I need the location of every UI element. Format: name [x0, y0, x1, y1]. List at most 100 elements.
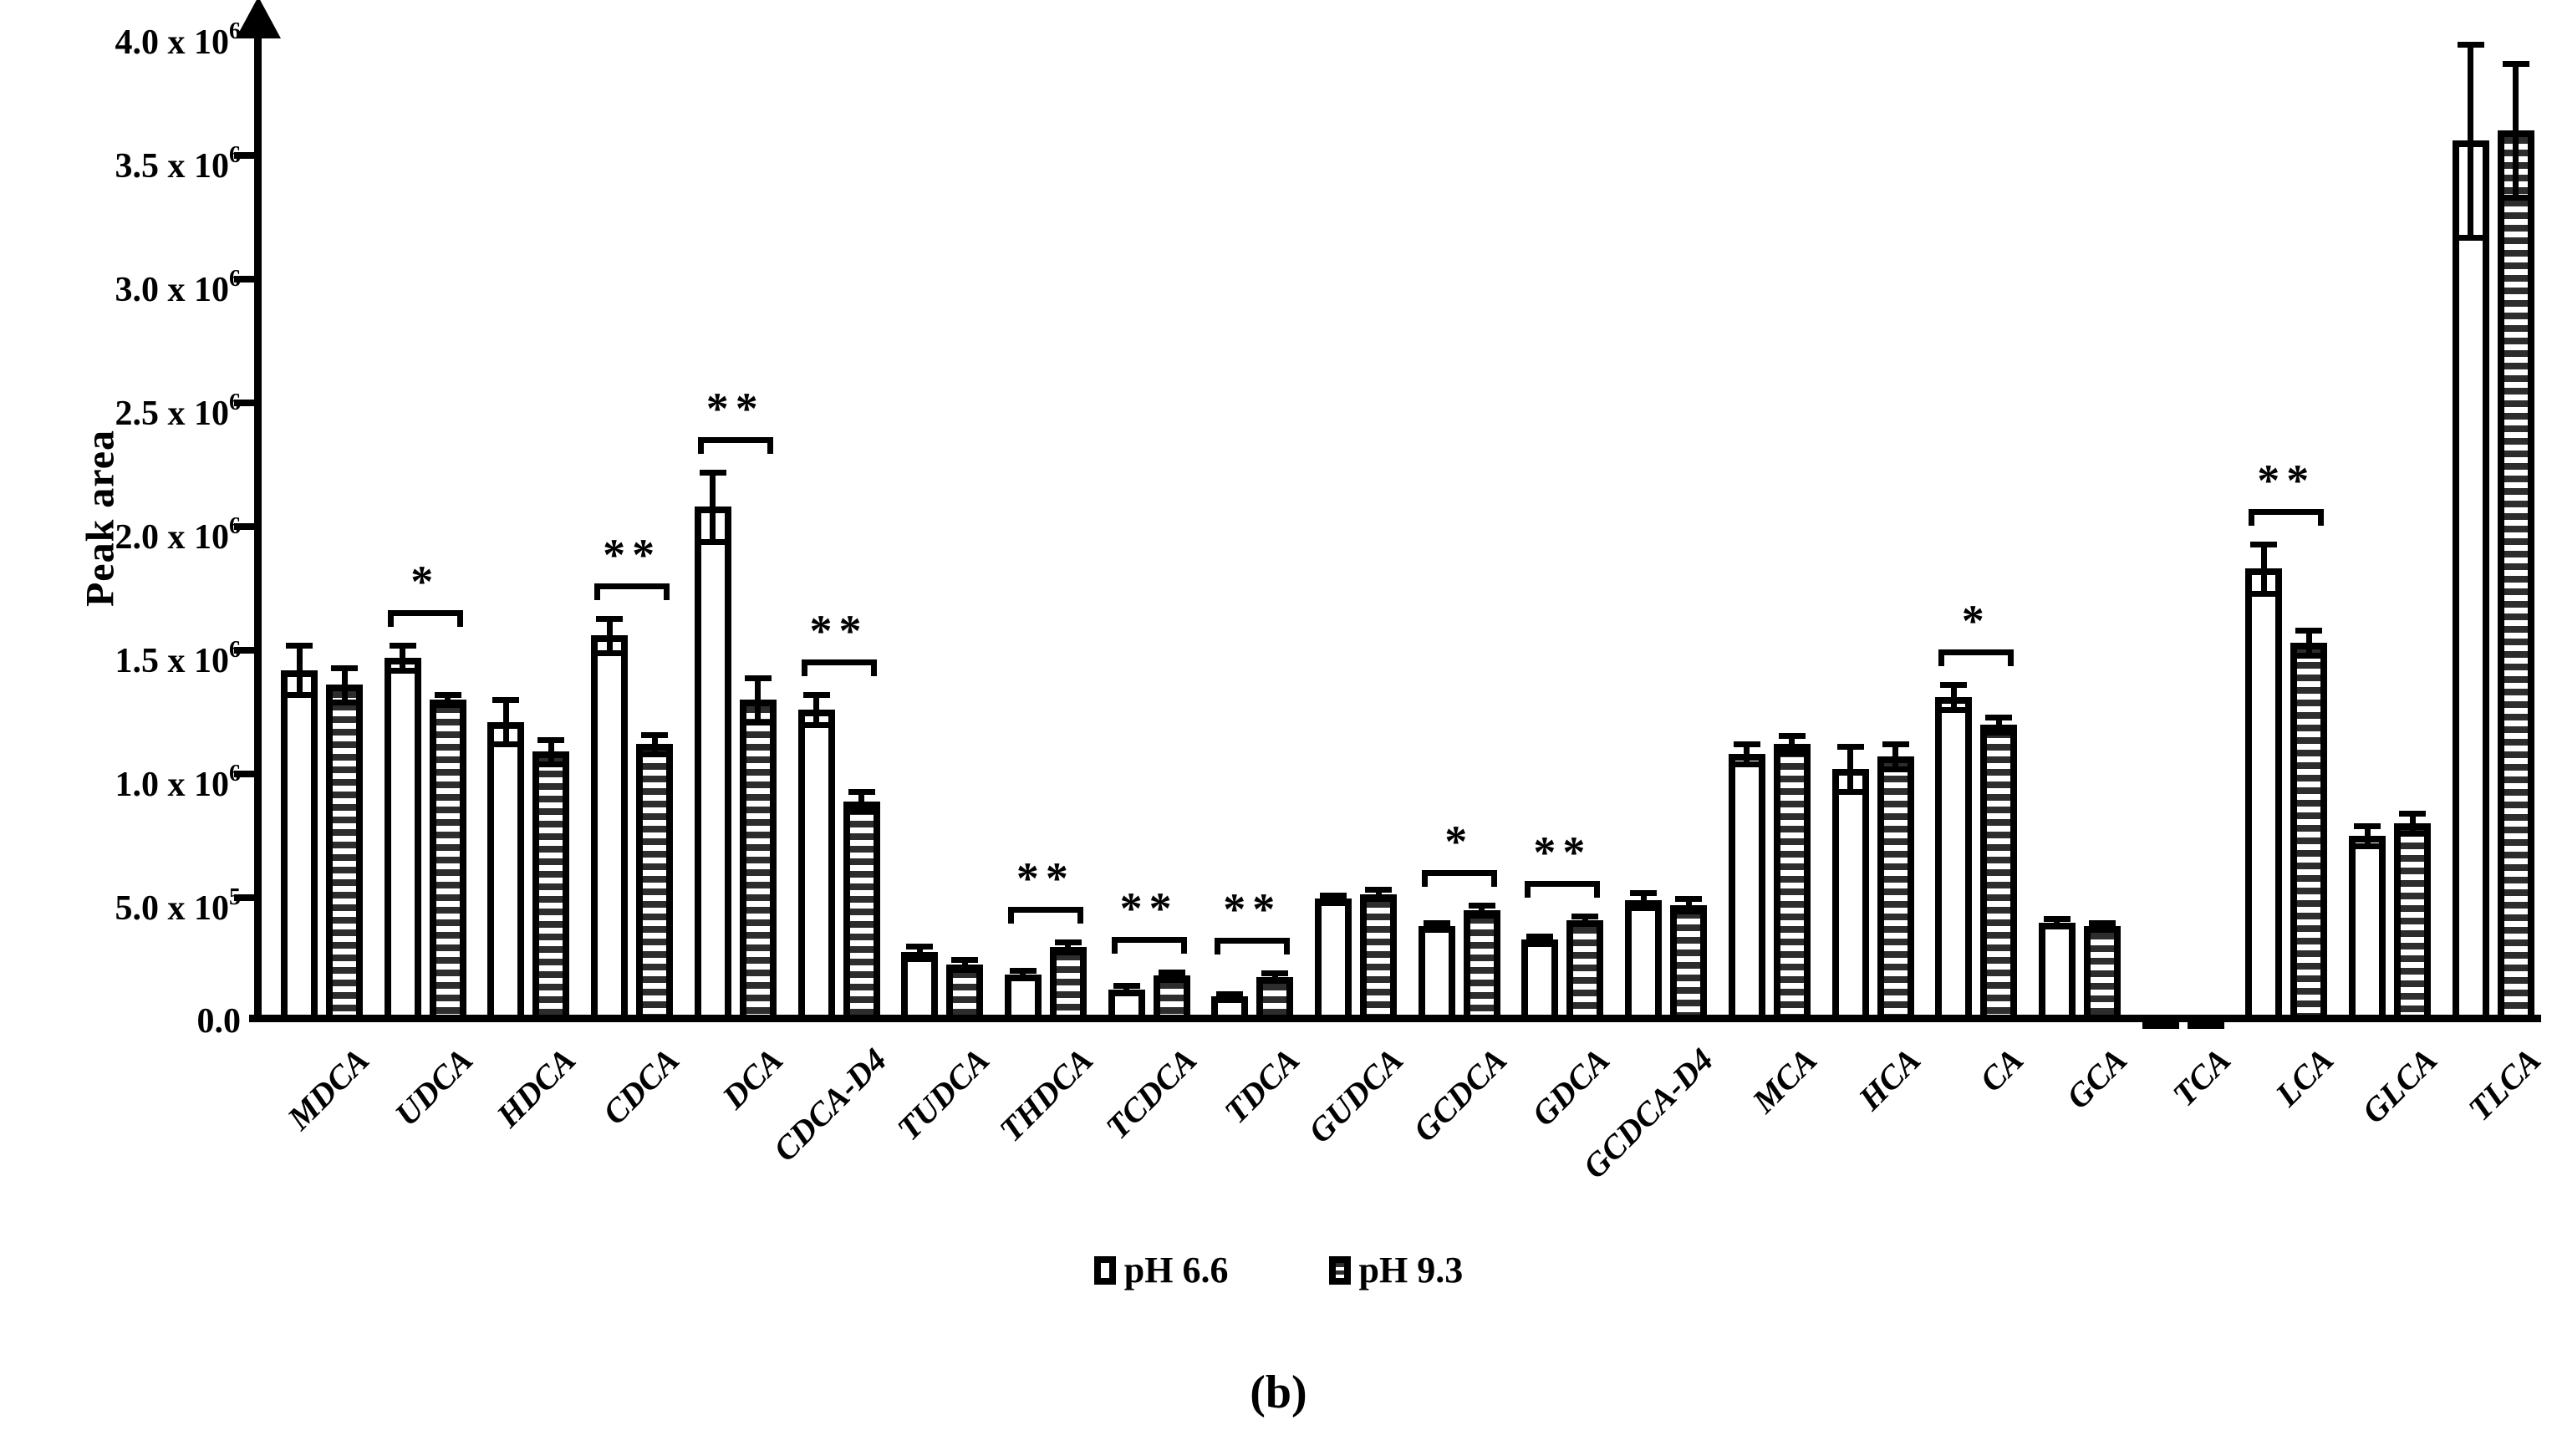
- significance-bracket-CDCA-D4: [801, 659, 877, 677]
- y-axis: [254, 22, 262, 1021]
- error-bar-cap: [1365, 886, 1392, 893]
- bar-CA-pH 9.3: [1980, 724, 2018, 1021]
- error-bar-cap: [2457, 234, 2484, 241]
- significance-bracket-UDCA: [387, 610, 463, 628]
- error-bar-THDCA: [1065, 942, 1072, 953]
- y-tick-exponent: 6: [229, 513, 241, 539]
- bar-GCA-pH 6.6: [2038, 922, 2076, 1021]
- error-bar-cap: [2354, 843, 2381, 849]
- error-bar-cap: [434, 692, 461, 699]
- error-bar-cap: [1836, 788, 1864, 795]
- y-axis-tick: [234, 771, 256, 777]
- bar-GDCA-pH 9.3: [1566, 919, 1604, 1021]
- error-bar-MDCA: [296, 645, 303, 695]
- bar-GCDCA-pH 9.3: [1463, 909, 1500, 1021]
- legend-swatch-white: [1093, 1255, 1116, 1285]
- error-bar-MCA: [1789, 736, 1796, 753]
- y-axis-tick-label: 3.5 x 106: [115, 142, 242, 186]
- y-tick-exponent: 5: [229, 884, 241, 910]
- error-bar-cap: [492, 697, 520, 704]
- error-bar-cap: [1216, 991, 1244, 998]
- error-bar-cap: [1733, 741, 1760, 748]
- significance-bracket-GDCA: [1525, 881, 1601, 899]
- error-bar-GCDCA: [1434, 922, 1440, 930]
- error-bar-cap: [389, 643, 416, 649]
- bar-GLCA-pH 9.3: [2394, 823, 2431, 1021]
- error-bar-cap: [744, 675, 772, 681]
- error-bar-cap: [1054, 949, 1082, 956]
- y-axis-tick: [234, 523, 256, 530]
- error-bar-GDCA: [1582, 916, 1588, 924]
- error-bar-GLCA: [2409, 813, 2416, 834]
- y-tick-exponent: 6: [229, 761, 241, 787]
- error-bar-LCA: [2305, 630, 2312, 655]
- y-axis-tick: [234, 152, 256, 159]
- figure-caption: (b): [1250, 1367, 1307, 1418]
- error-bar-cap: [1733, 761, 1760, 768]
- error-bar-cap: [848, 788, 875, 795]
- error-bar-cap: [1571, 914, 1599, 920]
- error-bar-CDCA: [651, 734, 658, 755]
- error-bar-cap: [1940, 707, 1968, 714]
- error-bar-GCDCA: [1479, 904, 1485, 915]
- error-bar-cap: [1630, 890, 1658, 897]
- significance-bracket-TCDCA: [1111, 936, 1187, 954]
- bar-TUDCA-pH 9.3: [946, 964, 984, 1021]
- bar-HCA-pH 9.3: [1877, 756, 1914, 1021]
- bar-MCA-pH 9.3: [1773, 744, 1811, 1021]
- error-bar-cap: [1836, 744, 1864, 751]
- error-bar-cap: [286, 643, 313, 649]
- significance-label-TDCA: **: [1223, 884, 1282, 935]
- error-bar-cap: [1468, 902, 1495, 909]
- y-axis-tick-label: 1.0 x 106: [115, 761, 242, 804]
- legend: pH 6.6 pH 9.3: [0, 1249, 2557, 1291]
- error-bar-cap: [2399, 811, 2426, 817]
- error-bar-cap: [699, 538, 726, 545]
- legend-swatch-hatched: [1328, 1255, 1351, 1285]
- error-bar-cap: [1113, 983, 1140, 990]
- error-bar-TUDCA: [916, 945, 923, 959]
- error-bar-cap: [2250, 541, 2278, 547]
- y-axis-tick: [234, 647, 256, 654]
- legend-label: pH 9.3: [1358, 1250, 1464, 1291]
- error-bar-MDCA: [341, 667, 348, 703]
- bar-CDCA-D4-pH 9.3: [843, 801, 880, 1021]
- bar-LCA-pH 9.3: [2290, 643, 2328, 1021]
- error-bar-cap: [699, 469, 726, 476]
- error-bar-LCA: [2260, 543, 2267, 593]
- error-bar-cap: [389, 667, 416, 674]
- significance-bracket-DCA: [697, 436, 773, 454]
- bar-TCA-pH 6.6: [2142, 1015, 2179, 1029]
- error-bar-CA: [1950, 685, 1957, 710]
- significance-label-GCDCA: *: [1444, 816, 1475, 867]
- error-bar-cap: [641, 731, 669, 738]
- error-bar-cap: [641, 751, 669, 758]
- error-bar-MCA: [1744, 744, 1750, 765]
- error-bar-GCDCA-D4: [1685, 899, 1692, 912]
- error-bar-TCDCA: [1169, 971, 1175, 980]
- significance-bracket-CDCA: [594, 583, 670, 600]
- bar-HDCA-pH 9.3: [532, 751, 570, 1021]
- error-bar-cap: [2088, 927, 2116, 934]
- y-axis-tick-label: 1.5 x 106: [115, 637, 242, 680]
- error-bar-cap: [802, 692, 830, 699]
- significance-bracket-THDCA: [1007, 907, 1083, 924]
- error-bar-cap: [1985, 714, 2013, 720]
- error-bar-cap: [1571, 921, 1599, 928]
- error-bar-cap: [1778, 733, 1806, 740]
- error-bar-cap: [802, 721, 830, 728]
- bar-MDCA-pH 9.3: [326, 685, 363, 1021]
- significance-bracket-CA: [1938, 649, 2015, 667]
- error-bar-cap: [2295, 652, 2323, 659]
- bar-CDCA-pH 6.6: [591, 635, 629, 1021]
- error-bar-cap: [1009, 968, 1037, 975]
- error-bar-cap: [1158, 976, 1185, 983]
- error-bar-HCA: [1892, 744, 1898, 770]
- significance-label-GDCA: **: [1533, 827, 1592, 878]
- y-axis-tick-label: 2.5 x 106: [115, 389, 242, 433]
- error-bar-cap: [1054, 939, 1082, 946]
- error-bar-cap: [331, 664, 358, 671]
- y-tick-exponent: 6: [229, 266, 241, 292]
- error-bar-cap: [434, 702, 461, 709]
- error-bar-HDCA: [548, 739, 554, 765]
